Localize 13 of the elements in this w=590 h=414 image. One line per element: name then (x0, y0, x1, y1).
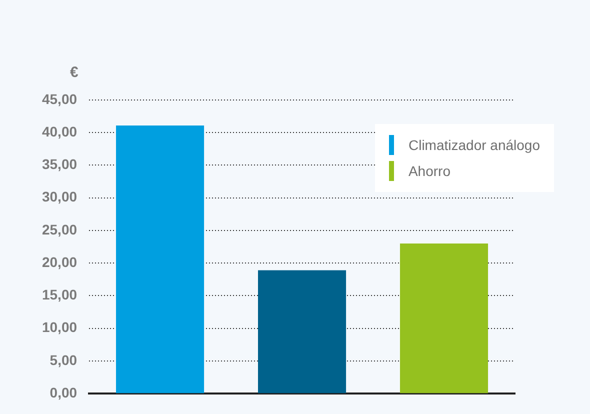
y-tick-label: 20,00 (42, 254, 78, 270)
y-tick-label: 5,00 (50, 352, 78, 368)
y-tick-label: 35,00 (42, 156, 78, 172)
y-tick-label: 40,00 (42, 123, 78, 140)
y-tick-label: 10,00 (42, 319, 78, 336)
y-tick-label: 25,00 (42, 221, 78, 238)
y-tick-label: 15,00 (42, 286, 78, 303)
y-tick-label: 45,00 (42, 90, 78, 107)
y-tick-label: 30,00 (42, 188, 78, 205)
legend-label: Climatizador análogo (408, 137, 540, 153)
y-axis-title: € (70, 64, 78, 81)
legend-label: Ahorro (408, 163, 450, 179)
y-tick-label: 0,00 (50, 384, 78, 400)
